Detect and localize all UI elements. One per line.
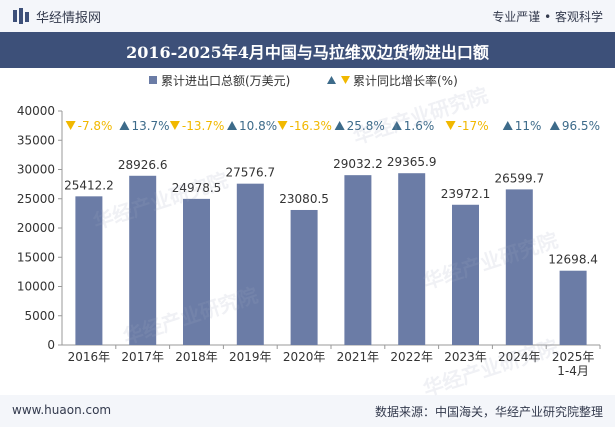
legend-swatch-total (149, 76, 157, 84)
y-tick-label: 20000 (17, 221, 55, 235)
legend-label-growth: 累计同比增长率(%) (353, 73, 458, 88)
growth-down-arrow-icon (169, 121, 180, 130)
bar (505, 189, 533, 345)
legend-down-arrow-icon (341, 76, 350, 84)
growth-label: 96.5% (562, 119, 600, 133)
bar (344, 175, 372, 345)
growth-label: 13.7% (131, 119, 169, 133)
y-tick-label: 0 (47, 338, 55, 352)
bar (75, 196, 103, 345)
axes: 0 5000 10000 15000 20000 25000 30000 35000 40000… (17, 104, 601, 378)
growth-up-arrow-icon (227, 121, 238, 130)
growth-up-arrow-icon (549, 121, 560, 130)
growth-labels: -7.8% 13.7% -13.7% 10.8% -16.3% 25.8% 1.6% -17%… (65, 119, 600, 133)
growth-label: -16.3% (290, 119, 332, 133)
legend: 累计进出口总额(万美元) 累计同比增长率(%) (149, 73, 458, 88)
x-tick-label-line: 2020年 (283, 350, 326, 364)
bar (129, 175, 157, 345)
brand-logo-icon (13, 8, 29, 24)
y-tick-label: 10000 (17, 280, 55, 294)
legend-label-total: 累计进出口总额(万美元) (161, 74, 290, 88)
top-bar: 华经情报网 专业严谨 • 客观科学 (0, 0, 615, 32)
bar-value-label: 29032.2 (333, 157, 383, 171)
bar (290, 209, 318, 345)
slogan: 专业严谨 • 客观科学 (492, 8, 603, 25)
slogan-left: 专业严谨 (492, 10, 541, 24)
legend-up-arrow-icon (327, 76, 336, 84)
x-tick-label: 2022年 (390, 350, 433, 364)
brand-name: 华经情报网 (36, 10, 102, 26)
y-tick-label: 30000 (17, 163, 55, 177)
growth-label: 25.8% (347, 119, 385, 133)
y-tick-label: 35000 (17, 133, 55, 147)
footer-source: 数据来源：中国海关，华经产业研究院整理 (374, 405, 603, 419)
x-tick-label-line: 2025年 (552, 350, 595, 364)
x-tick-label: 2025年 1-4月 (552, 350, 595, 378)
x-tick-label: 2021年 (337, 350, 380, 364)
x-tick-label-line: 2016年 (68, 350, 111, 364)
growth-label: 11% (515, 119, 542, 133)
growth-label: 1.6% (404, 119, 435, 133)
slogan-dot-icon: • (544, 10, 555, 24)
bar (559, 270, 587, 345)
bar-value-label: 27576.7 (225, 166, 275, 180)
growth-label: 10.8% (239, 119, 277, 133)
brand[interactable]: 华经情报网 (12, 7, 102, 26)
bar-value-label: 23972.1 (441, 187, 491, 201)
bar (183, 198, 210, 345)
x-tick-label: 2019年 (229, 350, 272, 364)
y-tick-label: 5000 (24, 309, 55, 323)
bar-value-label: 28926.6 (118, 158, 168, 172)
x-tick-label-line: 2022年 (390, 350, 433, 364)
growth-down-arrow-icon (65, 121, 76, 130)
growth-up-arrow-icon (391, 121, 402, 130)
growth-up-arrow-icon (119, 121, 130, 130)
bar (398, 173, 426, 345)
y-tick-label: 40000 (17, 104, 55, 118)
footer-site[interactable]: www.huaon.com (12, 403, 112, 417)
title-bar: 2016-2025年4月中国与马拉维双边货物进出口额 (0, 32, 615, 68)
growth-up-arrow-icon (502, 121, 513, 130)
chart: 累计进出口总额(万美元) 累计同比增长率(%) 0 5000 10000 15000 20… (17, 73, 601, 378)
x-tick-label-line: 1-4月 (557, 364, 589, 378)
growth-down-arrow-icon (277, 121, 288, 130)
x-tick-label-line: 2019年 (229, 350, 272, 364)
x-tick-label: 2023年 (444, 350, 487, 364)
bar-value-label: 29365.9 (387, 155, 437, 169)
bar (236, 183, 264, 345)
chart-title: 2016-2025年4月中国与马拉维双边货物进出口额 (126, 43, 489, 62)
growth-label: -7.8% (78, 119, 113, 133)
x-tick-label-line: 2024年 (498, 350, 541, 364)
x-tick-label: 2018年 (175, 350, 218, 364)
growth-label: -17% (458, 119, 489, 133)
bar (452, 204, 479, 345)
slogan-right: 客观科学 (554, 10, 603, 24)
growth-label: -13.7% (182, 119, 224, 133)
bar-value-label: 24978.5 (172, 181, 222, 195)
x-tick-label: 2024年 (498, 350, 541, 364)
x-tick-label-line: 2023年 (444, 350, 487, 364)
x-tick-label: 2017年 (121, 350, 164, 364)
growth-down-arrow-icon (445, 121, 456, 130)
bar-value-label: 26599.7 (494, 171, 544, 185)
x-tick-label-line: 2018年 (175, 350, 218, 364)
x-tick-label-line: 2021年 (337, 350, 380, 364)
bar-value-label: 23080.5 (279, 192, 329, 206)
bar-value-label: 25412.2 (64, 178, 114, 192)
bar-value-label: 12698.4 (548, 253, 598, 267)
y-tick-label: 15000 (17, 250, 55, 264)
growth-up-arrow-icon (334, 121, 345, 130)
y-tick-label: 25000 (17, 192, 55, 206)
x-tick-label-line: 2017年 (121, 350, 164, 364)
x-tick-label: 2020年 (283, 350, 326, 364)
x-tick-label: 2016年 (68, 350, 111, 364)
footer-bar: www.huaon.com 数据来源：中国海关，华经产业研究院整理 (0, 395, 615, 427)
